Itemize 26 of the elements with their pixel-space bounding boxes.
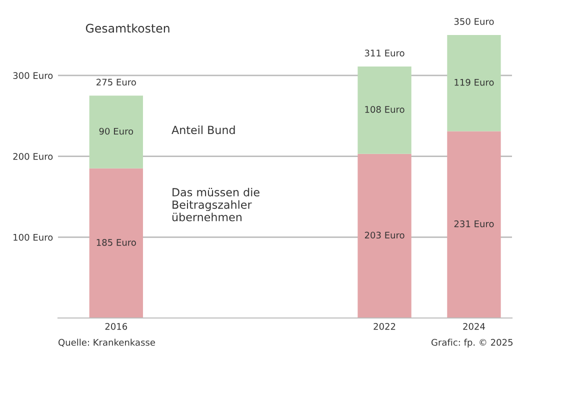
x-tick-label: 2022: [374, 323, 396, 330]
x-tick-label: 2016: [105, 323, 128, 330]
data-label: 185 Euro: [96, 239, 136, 246]
data-label: 90 Euro: [99, 128, 134, 135]
data-label: 108 Euro: [365, 106, 404, 113]
x-tick-label: 2024: [463, 323, 485, 330]
total-label: 275 Euro: [96, 78, 136, 86]
y-tick-label: 200 Euro: [13, 153, 53, 160]
annotation: Anteil Bund: [172, 126, 235, 134]
data-label: 119 Euro: [454, 78, 494, 86]
text: Gesamtkosten: [86, 24, 170, 33]
y-tick-label: 100 Euro: [14, 234, 53, 241]
y-tick-label: 300 Euro: [13, 72, 53, 79]
text: Grafic: fp. © 2025: [431, 338, 513, 348]
bar: [358, 66, 412, 154]
source-note: Quelle: Krankenkasse: [58, 338, 156, 347]
data-label: 203 Euro: [364, 232, 404, 239]
total-label: 350 Euro: [454, 18, 494, 25]
annotation: Das müssen die Beitragszahler übernehmen: [172, 188, 260, 222]
bar: [89, 96, 143, 168]
bar: [447, 35, 501, 132]
bar: [89, 168, 143, 318]
bar: [447, 131, 501, 318]
bar: [358, 154, 412, 318]
total-label: 311 Euro: [364, 50, 404, 56]
data-label: 231 Euro: [454, 220, 494, 228]
